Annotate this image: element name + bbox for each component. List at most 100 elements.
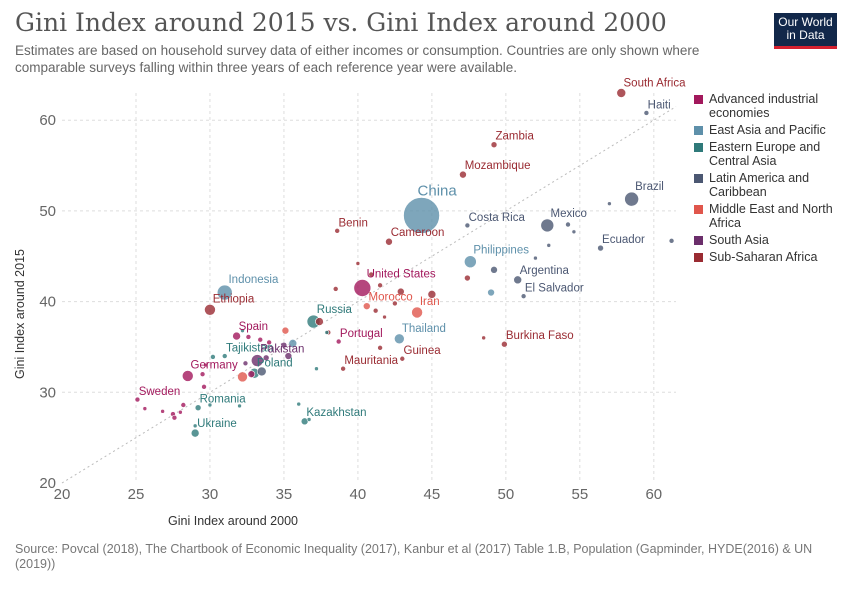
data-point[interactable] (546, 243, 552, 248)
data-point[interactable] (245, 334, 252, 340)
point-benin[interactable] (334, 228, 340, 234)
x-tick-label: 40 (350, 486, 367, 503)
point-iran[interactable] (411, 306, 423, 319)
point-romania[interactable] (194, 404, 202, 412)
data-point[interactable] (314, 366, 319, 372)
legend-item[interactable]: Latin America and Caribbean (694, 171, 844, 199)
point-haiti[interactable] (643, 110, 650, 116)
data-point[interactable] (142, 406, 148, 411)
data-point[interactable] (565, 221, 571, 228)
point-burkina-faso[interactable] (501, 340, 508, 348)
point-ethiopia[interactable] (204, 303, 216, 316)
y-tick-label: 50 (39, 203, 56, 220)
point-portugal[interactable] (335, 338, 342, 345)
data-point[interactable] (288, 339, 298, 348)
data-point[interactable] (160, 409, 165, 414)
point-philippines[interactable] (464, 255, 477, 268)
point-south-africa[interactable] (616, 88, 627, 98)
data-point[interactable] (210, 354, 216, 360)
point-ukraine[interactable] (190, 428, 200, 438)
data-point[interactable] (372, 307, 379, 314)
y-axis-ticks: 20 30 40 50 60 (39, 112, 56, 492)
data-point[interactable] (207, 402, 213, 408)
point-spain[interactable] (232, 331, 241, 341)
data-point[interactable] (281, 326, 290, 335)
data-point[interactable] (242, 360, 249, 367)
data-point[interactable] (355, 261, 361, 266)
point-guinea[interactable] (399, 355, 406, 362)
point-mauritania[interactable] (340, 365, 346, 372)
data-point[interactable] (296, 401, 302, 407)
point-costa-rica[interactable] (464, 222, 471, 229)
point-thailand[interactable] (394, 333, 405, 345)
point-label: Romania (200, 394, 247, 406)
data-point[interactable] (240, 328, 245, 333)
point-brazil[interactable] (624, 191, 639, 207)
data-point[interactable] (324, 330, 330, 335)
legend-item[interactable]: South Asia (694, 233, 844, 247)
data-point[interactable] (237, 403, 242, 409)
point-pakistan[interactable] (250, 354, 264, 367)
diagonal-reference-line (61, 106, 677, 484)
data-point[interactable] (668, 238, 675, 244)
point-mozambique[interactable] (459, 170, 467, 179)
data-point[interactable] (427, 290, 437, 299)
legend-item[interactable]: Sub-Saharan Africa (694, 250, 844, 264)
point-germany[interactable] (181, 370, 194, 382)
data-point[interactable] (280, 341, 288, 349)
data-point[interactable] (171, 414, 178, 421)
data-point[interactable] (490, 266, 498, 274)
chart-subtitle: Estimates are based on household survey … (15, 43, 700, 75)
point-label: Cameroon (391, 227, 445, 239)
point-label: Portugal (340, 328, 383, 340)
data-point[interactable] (377, 345, 383, 351)
data-point[interactable] (392, 300, 398, 307)
point-morocco[interactable] (362, 302, 371, 310)
data-point[interactable] (262, 354, 270, 362)
data-point[interactable] (257, 336, 264, 343)
data-point[interactable] (397, 287, 405, 296)
data-point[interactable] (533, 255, 538, 261)
point-united-states[interactable] (353, 279, 372, 297)
owid-logo[interactable]: Our World in Data (774, 13, 837, 49)
point-ecuador[interactable] (597, 244, 604, 252)
data-point[interactable] (203, 362, 208, 368)
legend-item[interactable]: Eastern Europe and Central Asia (694, 140, 844, 168)
data-point[interactable] (266, 339, 272, 346)
data-point[interactable] (464, 274, 471, 282)
point-label: Ukraine (197, 418, 237, 430)
point-mexico[interactable] (540, 218, 555, 233)
point-argentina[interactable] (513, 275, 522, 285)
data-point[interactable] (332, 286, 339, 292)
point-china[interactable] (403, 197, 440, 234)
data-point[interactable] (487, 288, 495, 297)
point-sweden[interactable] (134, 396, 141, 403)
legend-swatch (694, 253, 703, 262)
legend-item[interactable]: Middle East and North Africa (694, 202, 844, 230)
data-point[interactable] (192, 423, 198, 429)
data-point[interactable] (178, 409, 183, 415)
point-cameroon[interactable] (385, 237, 393, 246)
data-point[interactable] (247, 370, 256, 378)
data-point[interactable] (481, 335, 486, 341)
data-point[interactable] (201, 384, 207, 390)
legend-item[interactable]: Advanced industrial economies (694, 92, 844, 120)
data-point[interactable] (284, 352, 293, 360)
data-point[interactable] (180, 402, 187, 408)
data-point[interactable] (382, 314, 387, 320)
data-point[interactable] (368, 271, 375, 278)
data-point[interactable] (315, 317, 324, 326)
data-point[interactable] (256, 366, 267, 377)
data-point[interactable] (607, 201, 612, 206)
point-indonesia[interactable] (216, 284, 233, 301)
data-point[interactable] (306, 417, 312, 422)
point-tajikistan[interactable] (221, 353, 228, 359)
data-point[interactable] (199, 371, 206, 377)
y-tick-label: 30 (39, 384, 56, 401)
legend-item[interactable]: East Asia and Pacific (694, 123, 844, 137)
data-point[interactable] (377, 282, 383, 289)
data-point[interactable] (571, 229, 577, 235)
point-el-salvador[interactable] (520, 293, 527, 299)
data-point[interactable] (237, 371, 248, 383)
point-zambia[interactable] (490, 141, 498, 148)
